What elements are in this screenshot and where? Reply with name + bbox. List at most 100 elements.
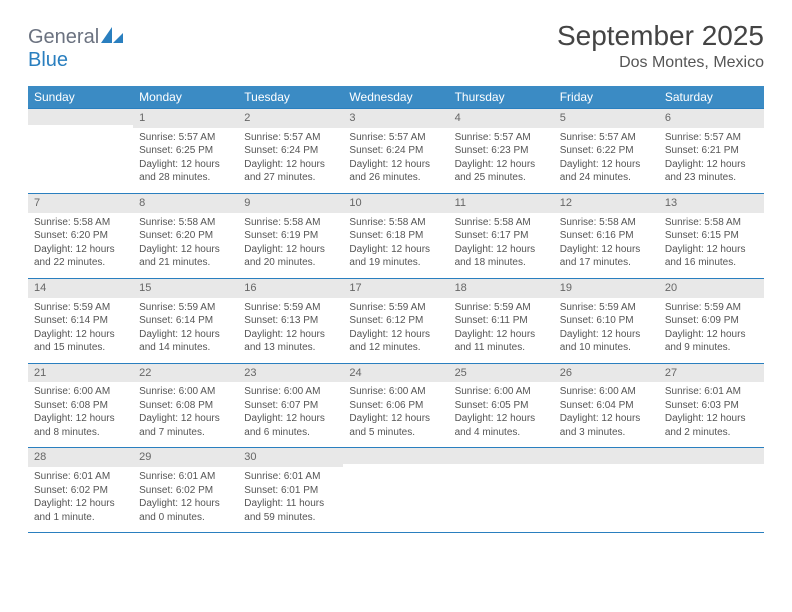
day-sunset: Sunset: 6:07 PM [244,399,337,413]
day-details: Sunrise: 5:57 AMSunset: 6:24 PMDaylight:… [343,131,448,185]
day-day2: and 1 minute. [34,511,127,525]
day-details: Sunrise: 5:59 AMSunset: 6:13 PMDaylight:… [238,301,343,355]
day-details: Sunrise: 5:58 AMSunset: 6:19 PMDaylight:… [238,216,343,270]
day-day1: Daylight: 12 hours [139,497,232,511]
day-number: 16 [238,279,343,298]
day-details: Sunrise: 5:59 AMSunset: 6:11 PMDaylight:… [449,301,554,355]
day-number: 6 [659,109,764,128]
day-day2: and 0 minutes. [139,511,232,525]
calendar-cell: 9Sunrise: 5:58 AMSunset: 6:19 PMDaylight… [238,194,343,278]
weekday-header-row: SundayMondayTuesdayWednesdayThursdayFrid… [28,86,764,109]
day-number: 11 [449,194,554,213]
calendar-cell: 1Sunrise: 5:57 AMSunset: 6:25 PMDaylight… [133,109,238,193]
day-day2: and 26 minutes. [349,171,442,185]
day-day1: Daylight: 12 hours [139,243,232,257]
day-sunset: Sunset: 6:04 PM [560,399,653,413]
day-number [554,448,659,464]
day-details: Sunrise: 5:57 AMSunset: 6:22 PMDaylight:… [554,131,659,185]
day-sunset: Sunset: 6:24 PM [349,144,442,158]
day-day1: Daylight: 12 hours [455,328,548,342]
calendar-cell: 20Sunrise: 5:59 AMSunset: 6:09 PMDayligh… [659,279,764,363]
day-sunrise: Sunrise: 5:57 AM [244,131,337,145]
weekday-header: Saturday [659,86,764,108]
day-sunrise: Sunrise: 5:59 AM [139,301,232,315]
day-number [28,109,133,125]
day-number: 14 [28,279,133,298]
day-day1: Daylight: 12 hours [560,158,653,172]
day-details: Sunrise: 5:59 AMSunset: 6:14 PMDaylight:… [133,301,238,355]
calendar-cell: 24Sunrise: 6:00 AMSunset: 6:06 PMDayligh… [343,364,448,448]
day-day2: and 15 minutes. [34,341,127,355]
day-day2: and 12 minutes. [349,341,442,355]
day-number: 13 [659,194,764,213]
calendar-cell-empty [554,448,659,532]
day-day1: Daylight: 12 hours [665,158,758,172]
day-day1: Daylight: 12 hours [349,243,442,257]
day-day2: and 8 minutes. [34,426,127,440]
day-sunrise: Sunrise: 5:58 AM [139,216,232,230]
day-sunrise: Sunrise: 6:00 AM [244,385,337,399]
day-day1: Daylight: 12 hours [244,412,337,426]
day-number: 2 [238,109,343,128]
calendar-cell: 30Sunrise: 6:01 AMSunset: 6:01 PMDayligh… [238,448,343,532]
day-sunrise: Sunrise: 5:57 AM [139,131,232,145]
day-sunrise: Sunrise: 5:59 AM [34,301,127,315]
day-details: Sunrise: 6:00 AMSunset: 6:07 PMDaylight:… [238,385,343,439]
day-number: 21 [28,364,133,383]
day-day2: and 5 minutes. [349,426,442,440]
day-number: 29 [133,448,238,467]
calendar-cell: 18Sunrise: 5:59 AMSunset: 6:11 PMDayligh… [449,279,554,363]
calendar-cell: 11Sunrise: 5:58 AMSunset: 6:17 PMDayligh… [449,194,554,278]
day-day1: Daylight: 12 hours [349,158,442,172]
day-sunrise: Sunrise: 5:59 AM [455,301,548,315]
day-day2: and 24 minutes. [560,171,653,185]
day-details: Sunrise: 5:59 AMSunset: 6:09 PMDaylight:… [659,301,764,355]
day-details: Sunrise: 5:59 AMSunset: 6:12 PMDaylight:… [343,301,448,355]
calendar-cell: 21Sunrise: 6:00 AMSunset: 6:08 PMDayligh… [28,364,133,448]
page: GeneralBlue September 2025 Dos Montes, M… [0,0,792,553]
calendar-body: 1Sunrise: 5:57 AMSunset: 6:25 PMDaylight… [28,109,764,533]
day-day1: Daylight: 12 hours [665,328,758,342]
day-day1: Daylight: 11 hours [244,497,337,511]
page-title: September 2025 [557,20,764,52]
day-day1: Daylight: 12 hours [139,328,232,342]
calendar-week: 1Sunrise: 5:57 AMSunset: 6:25 PMDaylight… [28,109,764,194]
calendar-cell-empty [449,448,554,532]
day-number: 22 [133,364,238,383]
calendar-cell: 16 Sunrise: 5:59 AMSunset: 6:13 PMDayligh… [238,279,343,363]
day-day1: Daylight: 12 hours [34,328,127,342]
day-number: 17 [343,279,448,298]
day-sunrise: Sunrise: 6:01 AM [34,470,127,484]
day-details: Sunrise: 5:58 AMSunset: 6:18 PMDaylight:… [343,216,448,270]
day-day2: and 9 minutes. [665,341,758,355]
day-day1: Daylight: 12 hours [139,158,232,172]
calendar-cell: 5Sunrise: 5:57 AMSunset: 6:22 PMDaylight… [554,109,659,193]
calendar-cell: 28Sunrise: 6:01 AMSunset: 6:02 PMDayligh… [28,448,133,532]
day-sunset: Sunset: 6:06 PM [349,399,442,413]
day-sunrise: Sunrise: 5:59 AM [244,301,337,315]
day-sunset: Sunset: 6:22 PM [560,144,653,158]
day-details: Sunrise: 6:00 AMSunset: 6:06 PMDaylight:… [343,385,448,439]
calendar-cell: 10Sunrise: 5:58 AMSunset: 6:18 PMDayligh… [343,194,448,278]
day-sunset: Sunset: 6:24 PM [244,144,337,158]
day-number: 28 [28,448,133,467]
calendar-cell: 22Sunrise: 6:00 AMSunset: 6:08 PMDayligh… [133,364,238,448]
day-sunrise: Sunrise: 5:58 AM [665,216,758,230]
day-details: Sunrise: 5:58 AMSunset: 6:20 PMDaylight:… [133,216,238,270]
calendar: SundayMondayTuesdayWednesdayThursdayFrid… [28,86,764,533]
day-number: 19 [554,279,659,298]
day-day2: and 16 minutes. [665,256,758,270]
day-number: 4 [449,109,554,128]
day-sunset: Sunset: 6:10 PM [560,314,653,328]
day-number: 23 [238,364,343,383]
logo-part2: Blue [28,49,68,71]
day-sunrise: Sunrise: 5:57 AM [455,131,548,145]
day-day1: Daylight: 12 hours [34,497,127,511]
day-sunset: Sunset: 6:01 PM [244,484,337,498]
day-details: Sunrise: 5:58 AMSunset: 6:15 PMDaylight:… [659,216,764,270]
title-block: September 2025 Dos Montes, Mexico [557,20,764,72]
day-day2: and 21 minutes. [139,256,232,270]
day-sunrise: Sunrise: 5:58 AM [349,216,442,230]
calendar-cell: 4Sunrise: 5:57 AMSunset: 6:23 PMDaylight… [449,109,554,193]
day-sunrise: Sunrise: 6:01 AM [244,470,337,484]
